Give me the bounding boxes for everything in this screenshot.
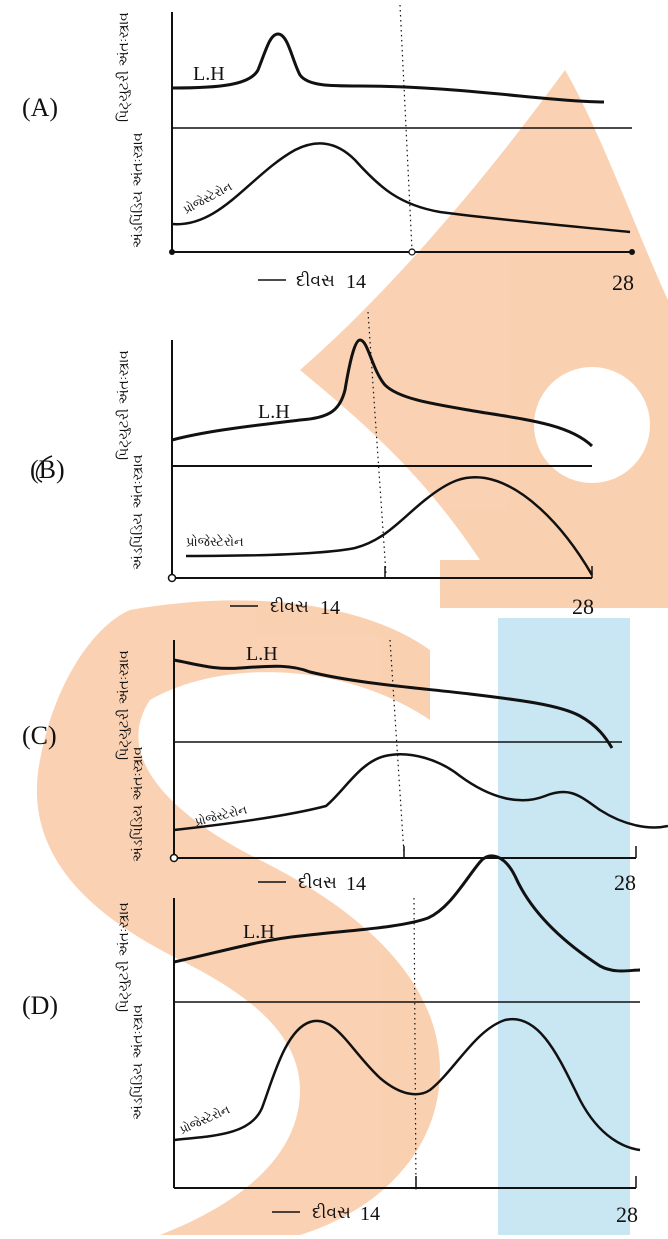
ovulation-dotted-line	[413, 897, 417, 1191]
watermark	[36, 70, 668, 1235]
pituitary-axis-label: પિટ્યુટરી અંતઃસ્ત્રાવ	[116, 650, 132, 760]
progesterone-curve	[171, 142, 631, 234]
ovulation-dotted-line	[367, 311, 387, 575]
day-14-label: 14	[346, 873, 366, 895]
ovulation-dotted-line	[399, 4, 413, 251]
lh-curve	[171, 32, 605, 104]
option-label: (B)	[30, 455, 65, 484]
pituitary-axis-label: પિટ્યુટરી અંતઃસ્ત્રાવ	[116, 12, 132, 122]
days-label: દીવસ	[296, 271, 335, 291]
ovulation-dotted-line	[389, 639, 405, 855]
watermark-blue-bar	[498, 618, 630, 1235]
option-label: (A)	[22, 93, 58, 122]
day-28-label: 28	[616, 1202, 638, 1227]
lh-curve	[171, 338, 594, 448]
option-b: (B) પિટ્યુટરી અંતઃસ્ત્રાવ અંડપિંડિય અંતઃ…	[30, 311, 594, 619]
day-28-label: 28	[612, 270, 634, 295]
lh-curve	[173, 658, 614, 749]
handwritten-mark	[35, 455, 53, 483]
origin-dot	[169, 249, 175, 255]
progesterone-label: પ્રોજેસ્ટેરોન	[186, 534, 244, 550]
ovarian-axis-label: અંડપિંડિય અંતઃસ્ત્રાવ	[130, 746, 146, 862]
watermark-letter-s	[36, 600, 440, 1235]
lh-label: L.H	[246, 643, 278, 665]
option-c: (C) પિટ્યુટરી અંતઃસ્ત્રાવ અંડપિંડિય અંતઃ…	[22, 639, 668, 895]
watermark-nib-hole	[534, 367, 650, 483]
days-label: દીવસ	[312, 1203, 351, 1223]
pituitary-axis-label: પિટ્યુટરી અંતઃસ્ત્રાવ	[116, 902, 132, 1012]
lh-label: L.H	[258, 401, 290, 423]
origin-dot	[169, 853, 179, 863]
origin-dot	[167, 573, 177, 583]
lh-label: L.H	[193, 63, 225, 85]
option-label: (C)	[22, 721, 57, 750]
ovarian-axis-label: અંડપિંડિય અંતઃસ્ત્રાવ	[130, 454, 146, 570]
lh-curve	[173, 854, 641, 973]
day-28-label: 28	[572, 594, 594, 619]
watermark-pen-nib	[300, 70, 668, 600]
progesterone-label: પ્રોજેસ્ટેરોન	[177, 1102, 232, 1137]
option-d: (D) પિટ્યુટરી અંતઃસ્ત્રાવ અંડપિંડિય અંતઃ…	[22, 854, 641, 1227]
day-14-label: 14	[346, 271, 366, 293]
day-14-label: 14	[320, 597, 340, 619]
watermark-nib-base	[440, 560, 668, 608]
progesterone-curve	[173, 752, 668, 832]
ovarian-axis-label: અંડપિંડિય અંતઃસ્ત્રાવ	[130, 1004, 146, 1120]
day-14-label: 14	[360, 1203, 380, 1225]
days-label: દીવસ	[270, 597, 309, 617]
day-28-label: 28	[614, 870, 636, 895]
day-28-marker	[629, 249, 635, 255]
ovarian-axis-label: અંડપિંડિય અંતઃસ્ત્રાવ	[130, 132, 146, 248]
lh-label: L.H	[243, 921, 275, 943]
progesterone-label: પ્રોજેસ્ટેરોન	[181, 179, 235, 217]
day-14-marker	[408, 248, 416, 256]
option-label: (D)	[22, 991, 58, 1020]
pituitary-axis-label: પિટ્યુટરી અંતઃસ્ત્રાવ	[116, 350, 132, 460]
progesterone-curve	[185, 476, 594, 576]
progesterone-curve	[173, 1017, 641, 1152]
days-label: દીવસ	[298, 873, 337, 893]
